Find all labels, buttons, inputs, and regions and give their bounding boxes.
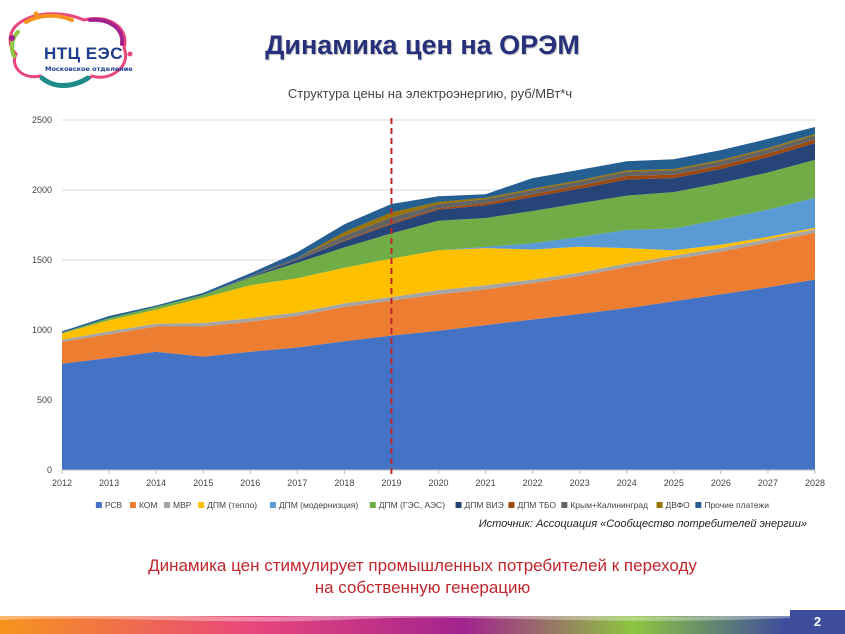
legend-swatch	[129, 502, 136, 508]
legend-swatch	[656, 502, 663, 508]
x-tick-label: 2016	[240, 478, 260, 488]
x-tick-label: 2022	[523, 478, 543, 488]
conclusion-text: Динамика цен стимулирует промышленных по…	[0, 555, 845, 599]
x-tick-label: 2026	[711, 478, 731, 488]
x-tick-label: 2015	[193, 478, 213, 488]
legend-swatch	[164, 502, 171, 508]
legend-swatch	[369, 502, 376, 508]
legend-label: ДПМ (модернизция)	[279, 500, 358, 510]
series-area	[62, 159, 815, 334]
company-logo: НТЦ ЕЭС Московское отделение	[6, 10, 138, 92]
legend-swatch	[95, 502, 102, 508]
logo-subtitle: Московское отделение	[45, 65, 133, 73]
footer-decoration	[0, 612, 845, 634]
legend-label: ДВФО	[666, 500, 691, 510]
chart-legend: РСВ КОМ МВР ДПМ (тепло) ДПМ (модернизция) ДПМ…	[95, 500, 769, 510]
legend-swatch	[561, 502, 568, 508]
x-tick-label: 2027	[758, 478, 778, 488]
y-tick-label: 0	[47, 465, 52, 475]
legend-swatch	[198, 502, 205, 508]
legend-label: ДПМ ВИЭ	[465, 500, 504, 510]
logo-name: НТЦ ЕЭС	[44, 44, 124, 63]
legend-label: МВР	[173, 500, 192, 510]
y-tick-label: 2500	[32, 115, 52, 125]
x-tick-label: 2023	[570, 478, 590, 488]
legend-swatch	[508, 502, 515, 508]
series-area	[62, 127, 815, 333]
legend-label: КОМ	[139, 500, 158, 510]
logo-graphic	[8, 11, 133, 88]
legend-swatch	[695, 502, 702, 508]
price-structure-chart: Структура цены на электроэнергию, руб/МВ…	[0, 78, 845, 518]
chart-title: Структура цены на электроэнергию, руб/МВ…	[288, 86, 572, 101]
conclusion-line-1: Динамика цен стимулирует промышленных по…	[148, 556, 697, 575]
y-tick-label: 1500	[32, 255, 52, 265]
x-tick-label: 2019	[381, 478, 401, 488]
source-note: Источник: Ассоциация «Сообщество потреби…	[478, 518, 807, 530]
x-tick-label: 2014	[146, 478, 166, 488]
stacked-areas	[62, 127, 815, 470]
legend-swatch	[269, 502, 276, 508]
legend-label: ДПМ (тепло)	[207, 500, 257, 510]
legend-label: Крым+Калининград	[570, 500, 648, 510]
legend-swatch	[455, 502, 462, 508]
legend-label: РСВ	[105, 500, 123, 510]
y-tick-label: 500	[37, 395, 52, 405]
y-tick-label: 1000	[32, 325, 52, 335]
x-tick-label: 2017	[287, 478, 307, 488]
conclusion-line-2: на собственную генерацию	[314, 578, 531, 597]
legend-label: Прочие платежи	[704, 500, 769, 510]
x-tick-label: 2024	[617, 478, 637, 488]
series-area	[62, 227, 815, 340]
x-tick-label: 2018	[334, 478, 354, 488]
chart-svg: Структура цены на электроэнергию, руб/МВ…	[32, 86, 825, 510]
x-tick-label: 2012	[52, 478, 72, 488]
legend-label: ДПМ ТБО	[517, 500, 556, 510]
x-tick-label: 2021	[476, 478, 496, 488]
page-number: 2	[790, 610, 845, 634]
x-tick-label: 2013	[99, 478, 119, 488]
x-tick-label: 2025	[664, 478, 684, 488]
x-tick-label: 2020	[428, 478, 448, 488]
series-area	[62, 232, 815, 364]
series-area	[62, 143, 815, 333]
x-tick-label: 2028	[805, 478, 825, 488]
series-area	[62, 279, 815, 470]
y-tick-label: 2000	[32, 185, 52, 195]
series-area	[62, 197, 815, 334]
legend-label: ДПМ (ГЭС, АЭС)	[379, 500, 445, 510]
page-title: Динамика цен на ОРЭМ	[265, 30, 580, 60]
chart-axes: 0 500 1000 1500 2000 2500 2012 2013 2014 2015 2016…	[32, 115, 825, 488]
